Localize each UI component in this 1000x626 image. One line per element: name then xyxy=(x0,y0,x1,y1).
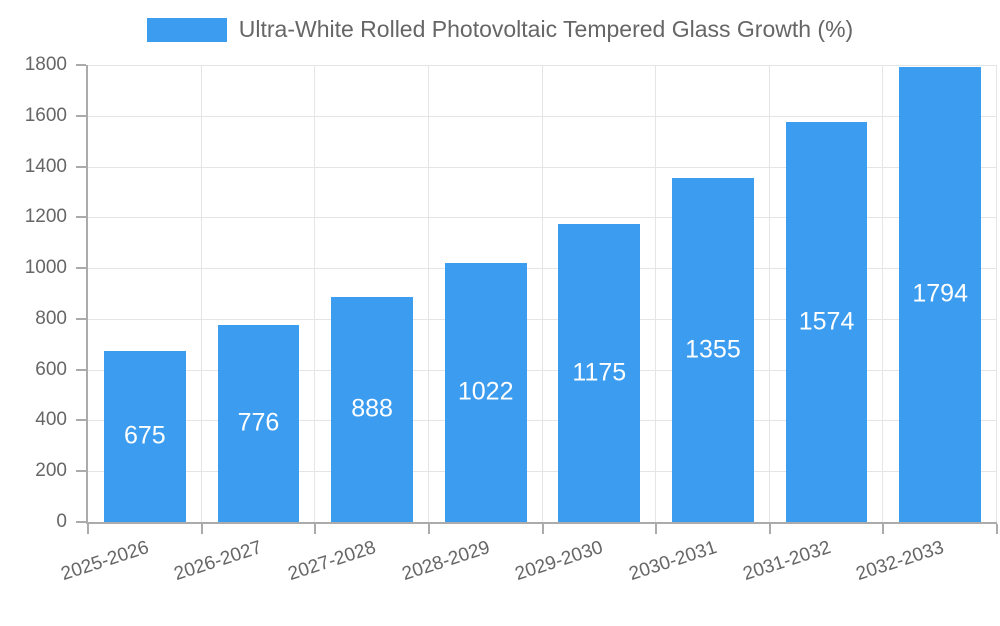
y-axis-tick xyxy=(76,368,86,371)
y-tick-label: 1800 xyxy=(24,54,67,75)
legend-label: Ultra-White Rolled Photovoltaic Tempered… xyxy=(238,16,854,42)
y-axis-tick xyxy=(76,419,86,422)
bar[interactable]: 1794 xyxy=(899,66,982,522)
x-axis-tick xyxy=(314,524,317,534)
x-axis-tick xyxy=(87,524,89,534)
x-gridline xyxy=(200,65,202,522)
x-gridline xyxy=(655,65,657,522)
x-tick-label: 2032-2033 xyxy=(853,537,947,586)
x-axis-tick xyxy=(200,524,203,534)
y-gridline xyxy=(88,65,997,66)
x-gridline xyxy=(427,65,429,522)
y-tick-label: 1000 xyxy=(24,257,67,279)
y-tick-label: 0 xyxy=(56,511,67,532)
y-gridline xyxy=(88,115,997,117)
x-gridline xyxy=(541,65,543,522)
y-axis-tick xyxy=(76,114,86,117)
y-gridline xyxy=(88,268,997,270)
plot-area: 0 200 400 600 800 1000 1200 1400 1600 1800 675 2025… xyxy=(25,54,998,585)
y-tick-label: 600 xyxy=(35,358,67,380)
y-tick-label: 800 xyxy=(35,307,67,329)
x-gridline xyxy=(882,65,884,522)
y-tick-label: 200 xyxy=(35,460,67,482)
y-gridline xyxy=(88,420,997,422)
x-axis-tick xyxy=(768,524,771,534)
bar-value-label: 1794 xyxy=(912,279,968,308)
y-axis-tick xyxy=(76,267,86,270)
x-axis-tick xyxy=(427,524,430,534)
bar[interactable]: 776 xyxy=(217,324,300,522)
y-gridline xyxy=(88,471,997,473)
x-gridline xyxy=(996,65,997,522)
x-axis-tick xyxy=(655,524,658,534)
y-tick-label: 1200 xyxy=(24,206,67,228)
bar-chart: Ultra-White Rolled Photovoltaic Tempered… xyxy=(0,16,1000,586)
x-gridline xyxy=(314,65,316,522)
bar-value-label: 1175 xyxy=(572,358,627,387)
bar[interactable]: 675 xyxy=(103,350,186,522)
y-tick-label: 400 xyxy=(35,409,67,431)
bar[interactable]: 1574 xyxy=(785,122,868,522)
bar[interactable]: 1175 xyxy=(558,223,641,522)
bar-value-label: 675 xyxy=(123,421,166,450)
y-gridline xyxy=(88,318,997,320)
bar[interactable]: 1355 xyxy=(672,177,754,522)
legend[interactable]: Ultra-White Rolled Photovoltaic Tempered… xyxy=(0,16,1000,43)
y-tick-label: 1400 xyxy=(24,155,67,177)
y-gridline xyxy=(88,369,997,371)
y-gridline xyxy=(88,217,997,219)
bar-value-label: 776 xyxy=(237,408,280,437)
y-axis-tick xyxy=(76,521,86,523)
bar-value-label: 1574 xyxy=(798,307,855,336)
bar-value-label: 1022 xyxy=(457,377,514,406)
bar[interactable]: 1022 xyxy=(444,262,527,522)
y-tick-label: 1600 xyxy=(24,104,67,126)
y-axis-tick xyxy=(76,165,86,168)
y-axis-tick xyxy=(76,216,86,219)
x-gridline xyxy=(768,65,770,522)
bar-value-label: 1355 xyxy=(685,335,741,364)
bar-value-label: 888 xyxy=(351,394,393,423)
x-axis-tick xyxy=(882,524,885,534)
x-axis-tick xyxy=(996,524,998,534)
x-axis-tick xyxy=(541,524,544,534)
y-axis-tick xyxy=(76,64,86,66)
bar[interactable]: 888 xyxy=(331,296,413,522)
y-gridline xyxy=(88,166,997,168)
y-axis-tick xyxy=(76,470,86,473)
y-axis-tick xyxy=(76,317,86,320)
legend-swatch-icon xyxy=(146,17,227,42)
